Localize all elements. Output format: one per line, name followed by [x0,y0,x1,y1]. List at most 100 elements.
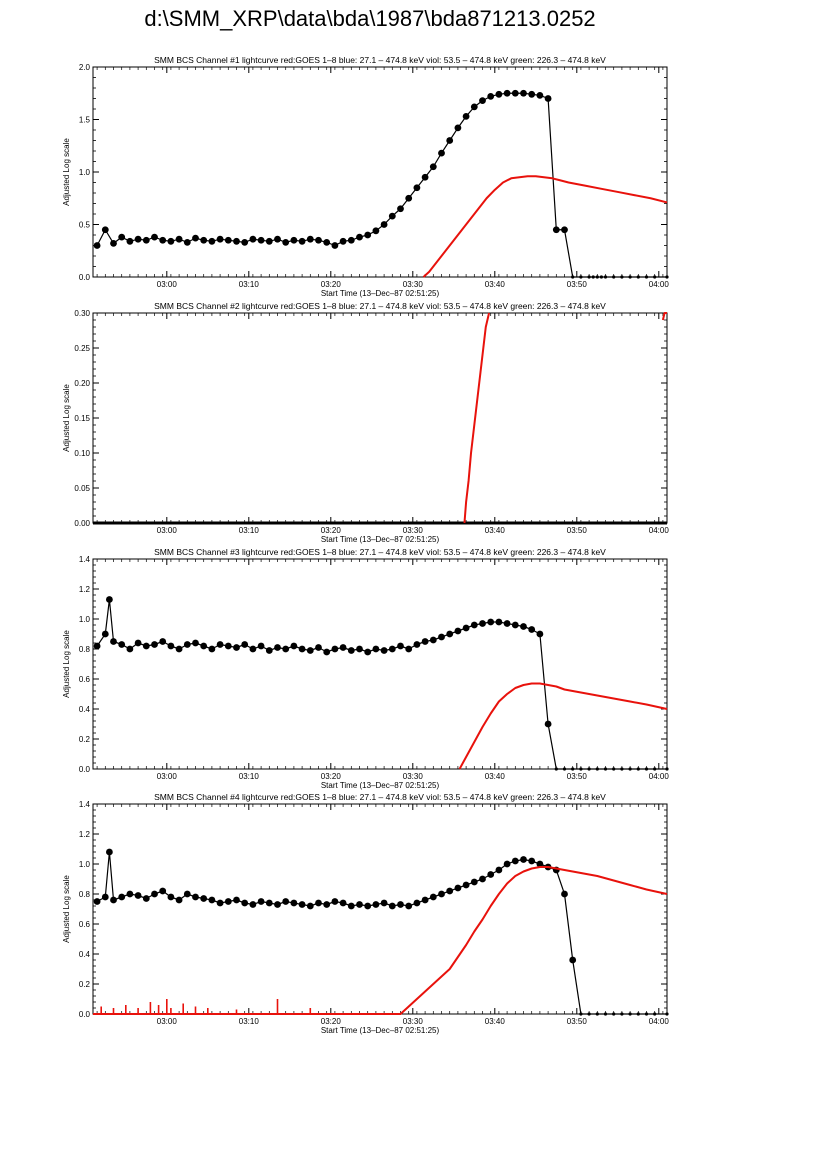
bcs-data-point [290,236,298,244]
bcs-data-point [470,621,478,629]
bcs-data-point [241,899,249,907]
bcs-data-point [192,893,199,901]
x-tick-label: 03:00 [157,772,178,781]
y-tick-label: 1.4 [79,800,91,809]
bcs-data-point [462,624,470,632]
y-tick-label: 0.2 [79,735,91,744]
bcs-data-point [372,645,380,653]
x-tick-label: 03:50 [567,280,588,289]
bcs-data-point [454,627,462,635]
bcs-data-point [591,275,595,279]
y-tick-label: 0.5 [79,221,91,230]
bcs-data-point [528,857,536,865]
bcs-data-point [520,89,527,97]
bcs-data-point [175,235,183,243]
bcs-data-point [536,860,544,868]
bcs-data-point [315,644,322,651]
bcs-data-point [579,767,583,771]
y-tick-label: 0.4 [79,950,91,959]
x-tick-label: 03:30 [403,772,424,781]
bcs-data-point [665,1012,669,1016]
bcs-data-point [249,645,257,653]
plot-frame [92,558,668,770]
y-axis-label: Adjusted Log scale [62,384,71,452]
bcs-data-point [487,871,495,878]
bcs-data-point [595,767,599,771]
bcs-data-point [151,890,158,898]
y-tick-label: 1.0 [79,860,91,869]
y-tick-label: 0.05 [74,484,90,493]
chart-panel-4: SMM BCS Channel #4 lightcurve red:GOES 1… [62,792,669,1035]
bcs-data-point [159,638,167,645]
bcs-data-point [339,237,347,245]
chart-title: SMM BCS Channel #3 lightcurve red:GOES 1… [154,547,606,557]
bcs-data-point [216,235,224,243]
bcs-data-point [183,238,191,246]
bcs-data-point [380,221,388,228]
bcs-data-point [644,275,649,279]
bcs-data-point [183,641,191,648]
bcs-data-point [356,645,363,653]
bcs-data-point [554,767,558,771]
bcs-data-point [192,639,199,647]
bcs-data-point [290,899,298,907]
bcs-data-point [479,620,486,627]
bcs-data-point [216,641,224,648]
bcs-data-point [134,892,142,899]
bcs-data-point [282,898,290,905]
bcs-data-point [93,642,101,650]
bcs-data-point [331,645,339,653]
x-axis-label: Start Time (13–Dec–87 02:51:25) [321,781,440,790]
bcs-data-point [380,647,388,654]
bcs-data-point [603,275,608,279]
bcs-data-point [587,767,591,771]
bcs-data-point [603,1012,608,1016]
y-axis-label: Adjusted Log scale [62,875,71,943]
bcs-data-point [233,644,240,651]
bcs-data-point [388,645,396,653]
bcs-data-point [438,890,445,898]
bcs-data-point [282,238,290,246]
bcs-data-point [290,642,298,650]
bcs-data-point [216,899,224,907]
bcs-data-point [233,896,240,904]
bcs-data-point [331,242,339,249]
bcs-data-point [208,237,216,245]
bcs-data-point [134,639,142,647]
x-tick-label: 03:20 [321,1017,342,1026]
bcs-data-point [653,275,657,279]
bcs-data-point [421,896,429,904]
bcs-data-point [339,899,347,907]
bcs-data-point [511,857,519,865]
bcs-data-point [347,647,355,654]
chart-title: SMM BCS Channel #1 lightcurve red:GOES 1… [154,55,606,65]
bcs-data-point [101,226,109,234]
bcs-data-point [126,237,134,245]
bcs-data-point [438,633,445,641]
bcs-data-point [167,893,175,901]
x-tick-label: 04:00 [649,772,670,781]
bcs-data-point [587,275,591,279]
bcs-data-point [487,93,495,100]
bcs-data-point [208,896,216,904]
goes-series-line [458,682,668,770]
bcs-data-point [470,878,478,886]
bcs-data-point [520,623,527,630]
bcs-data-point [495,90,503,98]
bcs-data-point [628,275,632,279]
bcs-data-point [595,1012,599,1016]
goes-series-line [93,866,668,1015]
bcs-data-point [364,648,372,656]
bcs-data-point [167,642,175,650]
bcs-data-point [118,641,126,648]
bcs-data-point [265,899,273,907]
bcs-data-point [331,898,339,905]
bcs-data-point [612,1012,616,1016]
x-tick-label: 03:20 [321,280,342,289]
chart-panel-2: SMM BCS Channel #2 lightcurve red:GOES 1… [62,301,669,544]
bcs-data-point [101,893,109,901]
bcs-data-point [503,620,511,627]
y-tick-label: 0.0 [79,273,91,282]
bcs-data-point [636,767,640,771]
bcs-data-point [628,767,632,771]
